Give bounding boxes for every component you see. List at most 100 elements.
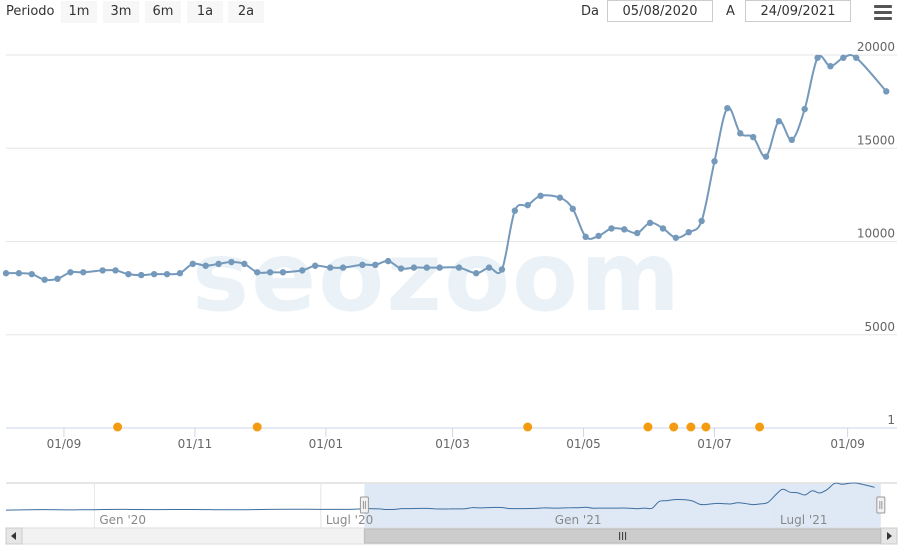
data-point[interactable]	[339, 264, 347, 271]
period-label: Periodo	[6, 4, 55, 19]
data-point[interactable]	[163, 270, 171, 278]
from-date-input[interactable]: 05/08/2020	[607, 0, 713, 22]
data-point[interactable]	[646, 219, 654, 227]
data-point[interactable]	[99, 267, 106, 274]
data-point[interactable]	[423, 264, 431, 271]
range-button-1m[interactable]: 1m	[61, 1, 97, 23]
x-tick-label: 01/09	[830, 437, 865, 451]
data-point[interactable]	[749, 133, 757, 141]
event-markers	[113, 422, 765, 432]
data-point[interactable]	[556, 194, 564, 201]
data-point[interactable]	[698, 217, 705, 225]
data-point[interactable]	[485, 264, 493, 271]
navigator-handle-left[interactable]	[359, 496, 369, 514]
data-point[interactable]	[299, 267, 306, 274]
data-point[interactable]	[279, 269, 287, 276]
data-point[interactable]	[775, 118, 783, 125]
data-point[interactable]	[569, 205, 577, 213]
data-point[interactable]	[853, 54, 860, 61]
range-button-1a[interactable]: 1a	[187, 1, 223, 23]
data-point[interactable]	[621, 226, 628, 233]
data-point[interactable]	[2, 270, 10, 277]
data-point[interactable]	[54, 275, 61, 282]
data-point[interactable]	[788, 136, 795, 144]
x-tick-label: 01/03	[435, 437, 470, 451]
data-point[interactable]	[762, 153, 770, 160]
data-point[interactable]	[138, 271, 145, 279]
data-point[interactable]	[311, 262, 319, 269]
data-point[interactable]	[634, 229, 641, 237]
data-point[interactable]	[15, 270, 23, 277]
data-point[interactable]	[685, 228, 692, 236]
data-point[interactable]	[659, 225, 667, 232]
event-marker[interactable]	[755, 422, 765, 432]
data-point[interactable]	[595, 232, 602, 240]
event-marker[interactable]	[523, 422, 533, 432]
range-button-2a[interactable]: 2a	[228, 1, 264, 23]
data-point[interactable]	[436, 264, 443, 271]
navigator-label: Lugl '20	[326, 513, 373, 527]
data-point[interactable]	[524, 201, 531, 209]
to-date-label: A	[726, 4, 735, 19]
data-point[interactable]	[266, 269, 274, 276]
navigator-selection[interactable]	[364, 484, 881, 528]
scroll-right-arrow-icon[interactable]	[887, 532, 892, 540]
data-point[interactable]	[801, 105, 808, 113]
data-point[interactable]	[41, 276, 48, 283]
data-point[interactable]	[814, 54, 821, 61]
data-point[interactable]	[28, 270, 35, 278]
event-marker[interactable]	[686, 422, 696, 432]
data-point[interactable]	[582, 233, 589, 241]
data-point[interactable]	[189, 260, 196, 268]
event-marker[interactable]	[113, 422, 123, 432]
data-point[interactable]	[384, 257, 392, 265]
event-marker[interactable]	[643, 422, 653, 432]
x-tick-label: 01/01	[309, 437, 344, 451]
data-point[interactable]	[410, 264, 418, 271]
data-point[interactable]	[150, 270, 158, 278]
chart-grid	[6, 54, 897, 336]
data-point[interactable]	[202, 262, 209, 269]
data-point[interactable]	[326, 264, 334, 271]
y-tick-label: 20000	[857, 40, 895, 54]
range-button-3m[interactable]: 3m	[103, 1, 139, 23]
hamburger-menu-icon[interactable]	[872, 3, 894, 23]
data-point[interactable]	[511, 207, 519, 214]
data-point[interactable]	[472, 270, 480, 277]
data-point[interactable]	[498, 266, 506, 273]
navigator-label: Gen '20	[99, 513, 146, 527]
navigator-handle-right[interactable]	[876, 496, 886, 514]
range-button-6m[interactable]: 6m	[145, 1, 181, 23]
data-point[interactable]	[397, 265, 405, 272]
data-point[interactable]	[840, 54, 847, 61]
data-point[interactable]	[724, 104, 731, 112]
data-point[interactable]	[67, 269, 74, 276]
event-marker[interactable]	[252, 422, 262, 432]
y-tick-label: 5000	[864, 320, 895, 334]
data-point[interactable]	[737, 130, 744, 137]
data-point[interactable]	[455, 264, 463, 271]
data-point[interactable]	[176, 270, 184, 277]
data-point[interactable]	[125, 270, 132, 278]
data-point[interactable]	[827, 62, 834, 70]
event-marker[interactable]	[701, 422, 711, 432]
data-point[interactable]	[537, 192, 544, 200]
scroll-left-arrow-icon[interactable]	[11, 532, 16, 540]
data-point[interactable]	[80, 269, 87, 276]
data-point[interactable]	[883, 88, 890, 95]
data-point[interactable]	[241, 260, 248, 268]
data-point[interactable]	[215, 260, 222, 268]
event-marker[interactable]	[669, 422, 679, 432]
data-point[interactable]	[608, 225, 615, 232]
scrollbar-grip-icon[interactable]	[619, 532, 627, 540]
scrollbar[interactable]	[5, 527, 898, 545]
data-point[interactable]	[711, 158, 718, 165]
data-point[interactable]	[112, 267, 119, 274]
data-point[interactable]	[253, 269, 261, 276]
data-point[interactable]	[672, 234, 680, 241]
data-point[interactable]	[359, 261, 366, 269]
data-point[interactable]	[372, 261, 379, 269]
data-point[interactable]	[228, 258, 235, 266]
to-date-input[interactable]: 24/09/2021	[745, 0, 851, 22]
